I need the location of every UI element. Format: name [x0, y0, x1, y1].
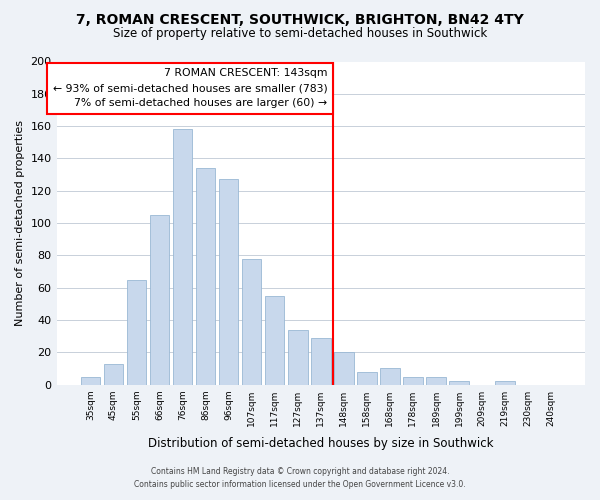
Bar: [242, 258, 262, 384]
Bar: [311, 338, 331, 384]
Bar: [449, 382, 469, 384]
Bar: [104, 364, 123, 384]
Text: Size of property relative to semi-detached houses in Southwick: Size of property relative to semi-detach…: [113, 28, 487, 40]
Text: 7 ROMAN CRESCENT: 143sqm
← 93% of semi-detached houses are smaller (783)
7% of s: 7 ROMAN CRESCENT: 143sqm ← 93% of semi-d…: [53, 68, 328, 108]
Text: 7, ROMAN CRESCENT, SOUTHWICK, BRIGHTON, BN42 4TY: 7, ROMAN CRESCENT, SOUTHWICK, BRIGHTON, …: [76, 12, 524, 26]
Bar: [426, 376, 446, 384]
Bar: [149, 215, 169, 384]
Y-axis label: Number of semi-detached properties: Number of semi-detached properties: [15, 120, 25, 326]
Bar: [80, 376, 100, 384]
Bar: [380, 368, 400, 384]
Bar: [265, 296, 284, 384]
Text: Contains HM Land Registry data © Crown copyright and database right 2024.
Contai: Contains HM Land Registry data © Crown c…: [134, 468, 466, 489]
Bar: [496, 382, 515, 384]
Bar: [334, 352, 353, 384]
X-axis label: Distribution of semi-detached houses by size in Southwick: Distribution of semi-detached houses by …: [148, 437, 494, 450]
Bar: [173, 130, 193, 384]
Bar: [219, 180, 238, 384]
Bar: [196, 168, 215, 384]
Bar: [288, 330, 308, 384]
Bar: [403, 376, 423, 384]
Bar: [127, 280, 146, 384]
Bar: [357, 372, 377, 384]
